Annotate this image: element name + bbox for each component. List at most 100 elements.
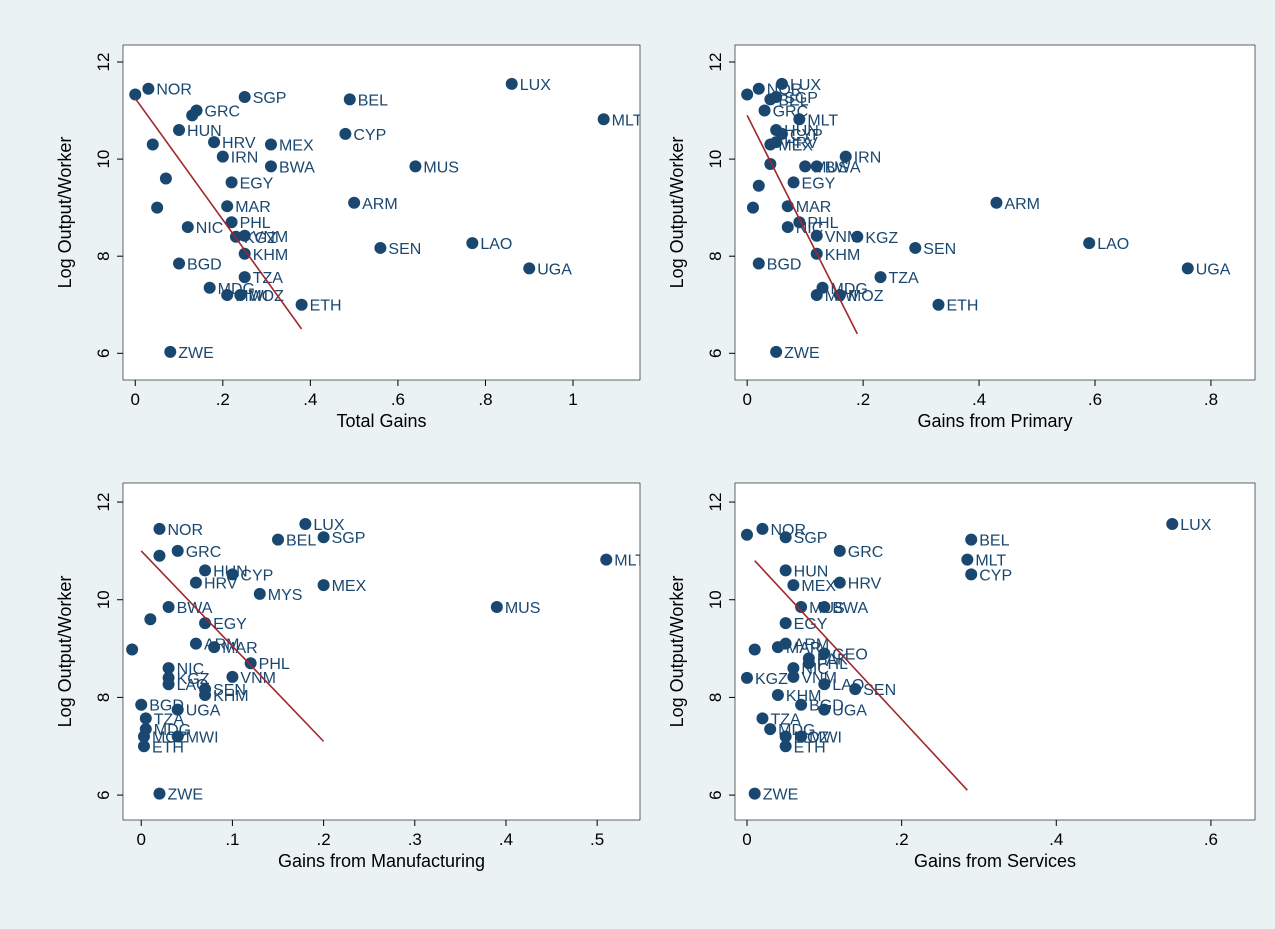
point [199, 564, 212, 577]
point-label: PHL [817, 656, 848, 673]
point-label: GEO [832, 646, 868, 663]
point-label: MEX [801, 578, 836, 595]
point [208, 641, 221, 654]
point-label: MAR [235, 199, 271, 216]
point [226, 568, 239, 581]
point-label: MWI [235, 288, 268, 305]
point-label: HRV [222, 135, 256, 152]
point-label: ETH [152, 739, 184, 756]
point [752, 82, 765, 95]
point [238, 247, 251, 260]
point-label: ARM [1004, 196, 1040, 213]
point-label: HUN [794, 563, 829, 580]
x-tick-label: 0 [137, 830, 146, 849]
point-label: LUX [313, 517, 344, 534]
point [225, 216, 238, 229]
point [264, 138, 277, 151]
point-label: LUX [790, 77, 821, 94]
y-tick-label: 8 [94, 251, 113, 260]
point-label: HRV [204, 576, 238, 593]
plot-area [122, 482, 641, 821]
point [965, 533, 978, 546]
point-label: BGD [809, 698, 844, 715]
y-tick-label: 12 [706, 493, 725, 512]
point [159, 172, 172, 185]
x-tick-label: .8 [478, 390, 492, 409]
point [466, 237, 479, 250]
point [756, 522, 769, 535]
point-label: KGZ [177, 671, 210, 688]
point-label: NOR [770, 522, 806, 539]
point [137, 730, 150, 743]
point-label: ARM [362, 196, 398, 213]
point [779, 531, 792, 544]
point [348, 196, 361, 209]
y-tick-label: 8 [706, 251, 725, 260]
point [787, 579, 800, 592]
x-axis-title: Gains from Primary [917, 411, 1072, 431]
y-tick-label: 10 [706, 150, 725, 169]
point-label: GRC [773, 104, 809, 121]
point [162, 678, 175, 691]
point-label: SGP [332, 530, 366, 547]
point [234, 289, 247, 302]
point [253, 587, 266, 600]
point-label: HRV [848, 576, 882, 593]
point [295, 298, 308, 311]
point [781, 221, 794, 234]
point-label: LUX [1180, 517, 1211, 534]
point [741, 88, 754, 101]
x-tick-label: .2 [317, 830, 331, 849]
point [771, 641, 784, 654]
point-label: MOZ [794, 729, 830, 746]
point [153, 549, 166, 562]
y-tick-label: 6 [706, 349, 725, 358]
point-label: MEX [332, 578, 367, 595]
x-tick-label: .3 [408, 830, 422, 849]
point-label: MDG [218, 281, 255, 298]
point-label: PHL [240, 215, 271, 232]
point-label: BWA [279, 159, 315, 176]
point [523, 262, 536, 275]
point-label: GRC [848, 544, 884, 561]
fit-line [754, 560, 968, 791]
y-axis-title: Log Output/Worker [667, 576, 687, 728]
point-label: HUN [784, 123, 819, 140]
point [775, 77, 788, 90]
y-tick-label: 10 [94, 590, 113, 609]
point [162, 662, 175, 675]
point [153, 787, 166, 800]
point-label: BWA [832, 600, 868, 617]
y-tick-label: 10 [706, 590, 725, 609]
point [756, 712, 769, 725]
x-tick-label: .4 [303, 390, 317, 409]
point [990, 196, 1003, 209]
point [129, 88, 142, 101]
x-tick-label: .4 [1049, 830, 1063, 849]
point [137, 740, 150, 753]
point-label: MAR [786, 640, 822, 657]
point [779, 564, 792, 577]
point [764, 93, 777, 106]
point [740, 671, 753, 684]
x-axis-title: Gains from Services [914, 851, 1076, 871]
point-label: UGA [832, 703, 867, 720]
point-label: EGY [794, 616, 828, 633]
x-tick-label: .6 [391, 390, 405, 409]
point-label: HRV [784, 135, 818, 152]
point-label: BGD [149, 698, 184, 715]
point-label: CYP [979, 567, 1012, 584]
point [597, 113, 610, 126]
point-label: ZWE [167, 787, 203, 804]
point-label: BEL [778, 92, 808, 109]
point [238, 229, 251, 242]
point [779, 730, 792, 743]
point [752, 257, 765, 270]
point-label: MDG [778, 722, 815, 739]
point [810, 160, 823, 173]
point [173, 257, 186, 270]
point [238, 271, 251, 284]
point [818, 703, 831, 716]
point [764, 723, 777, 736]
